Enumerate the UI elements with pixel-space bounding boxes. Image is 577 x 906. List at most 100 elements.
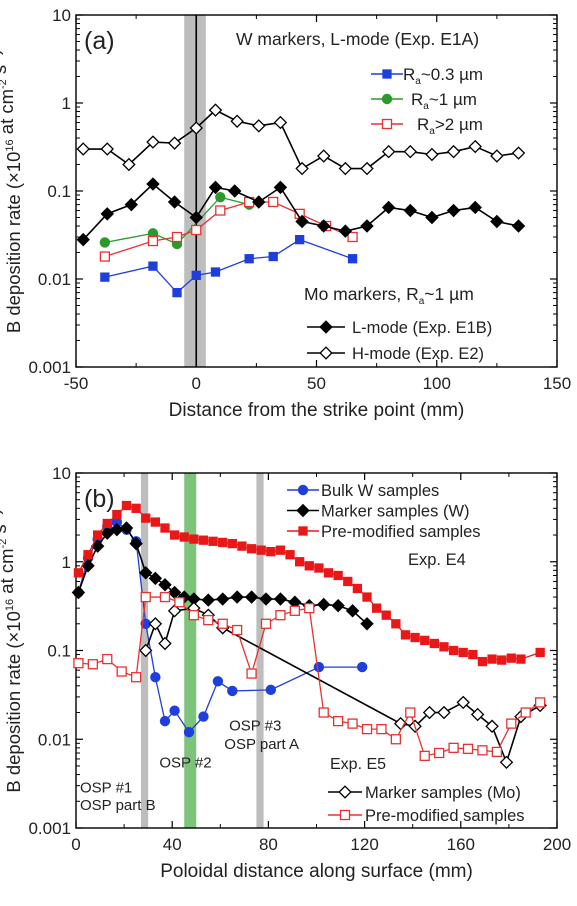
data-point: [208, 536, 218, 546]
data-point: [487, 654, 497, 664]
data-point: [304, 603, 315, 614]
data-point: [171, 231, 183, 243]
data-point: [535, 647, 545, 658]
data-point: [265, 684, 277, 696]
data-point: [172, 287, 182, 298]
data-point: [146, 135, 160, 149]
y-axis-label: B deposition rate (×1016 at cm-2 s-1): [0, 508, 24, 792]
data-point: [189, 121, 203, 135]
legend-marker: [296, 503, 310, 518]
data-point: [140, 591, 151, 603]
data-point: [490, 214, 504, 229]
data-point: [360, 617, 374, 631]
data-point: [124, 197, 139, 212]
data-point: [76, 232, 90, 247]
data-point: [520, 707, 531, 718]
data-point: [119, 521, 134, 535]
data-point: [446, 144, 461, 159]
legend-title: Mo markers, Ra~1 µm: [304, 284, 474, 307]
data-point: [215, 192, 226, 203]
data-point: [139, 643, 153, 658]
data-point: [252, 119, 266, 133]
data-point: [448, 645, 459, 656]
data-point: [511, 219, 526, 233]
legend-marker: [382, 69, 392, 79]
data-point: [158, 636, 172, 651]
data-point: [244, 254, 254, 264]
data-point: [150, 672, 161, 683]
legend-marker: [381, 118, 393, 130]
plot-frame: [75, 14, 558, 368]
data-point: [273, 115, 288, 130]
data-point: [333, 570, 343, 581]
data-point: [116, 666, 127, 677]
series-line: [144, 607, 541, 765]
legend-label: Ra>2 µm: [417, 115, 483, 137]
data-point: [295, 161, 309, 176]
data-point: [318, 707, 329, 718]
legend-marker: [381, 93, 393, 105]
data-point: [446, 203, 461, 218]
legend-marker: [339, 809, 351, 821]
data-point: [332, 715, 344, 727]
data-point: [121, 500, 132, 511]
y-tick-label: 1: [62, 553, 71, 572]
data-point: [99, 237, 111, 248]
data-point: [158, 578, 172, 592]
data-point: [439, 642, 449, 652]
legend-title: Exp. E4: [408, 551, 466, 569]
data-point: [356, 661, 368, 673]
data-point: [362, 592, 372, 602]
data-point: [183, 727, 195, 738]
data-point: [477, 656, 488, 667]
data-point: [405, 707, 416, 718]
y-tick-label: 0.001: [28, 358, 71, 377]
y-tick-label: 0.01: [38, 730, 71, 749]
annotation: OSP #3: [229, 718, 281, 735]
data-point: [260, 618, 272, 629]
data-point: [246, 544, 257, 554]
data-point: [343, 576, 353, 587]
data-point: [81, 559, 95, 573]
data-point: [179, 532, 189, 542]
data-point: [150, 517, 161, 527]
data-point: [391, 619, 401, 629]
data-point: [485, 719, 499, 734]
data-point: [160, 523, 170, 533]
x-tick-label: 0: [192, 374, 201, 393]
data-point: [244, 590, 259, 604]
data-point: [376, 723, 387, 735]
data-point: [511, 146, 526, 160]
data-point: [201, 593, 215, 607]
data-point: [167, 604, 182, 618]
data-point: [429, 638, 439, 649]
data-point: [419, 750, 430, 762]
data-point: [237, 541, 247, 551]
data-point: [159, 591, 171, 603]
data-point: [381, 610, 391, 620]
x-tick-label: 0: [71, 835, 80, 854]
data-point: [139, 566, 153, 580]
data-point: [462, 743, 474, 754]
panel-label: (a): [84, 27, 115, 55]
data-point: [289, 605, 301, 616]
panel-a: 0.001 0.01 0.1 1 10 -50 0 50 100 150 Distance from…: [0, 6, 571, 421]
data-point: [188, 610, 199, 621]
legend-title: W markers, L-mode (Exp. E1A): [236, 29, 479, 49]
data-point: [259, 592, 273, 606]
data-point: [338, 161, 353, 176]
data-point: [102, 653, 113, 665]
data-point: [285, 550, 295, 560]
data-point: [218, 537, 228, 548]
data-point: [347, 718, 358, 729]
y-tick-label: 0.1: [47, 642, 71, 661]
data-point: [198, 535, 209, 545]
data-point: [203, 614, 214, 626]
x-tick-label: 120: [350, 835, 378, 854]
legend-title: Exp. E5: [330, 756, 386, 773]
annotation: OSP #1: [80, 780, 132, 797]
data-point: [456, 695, 470, 710]
y-axis-label: B deposition rate (×1016 at cm-2 s-1): [0, 49, 24, 333]
data-point: [275, 610, 286, 621]
